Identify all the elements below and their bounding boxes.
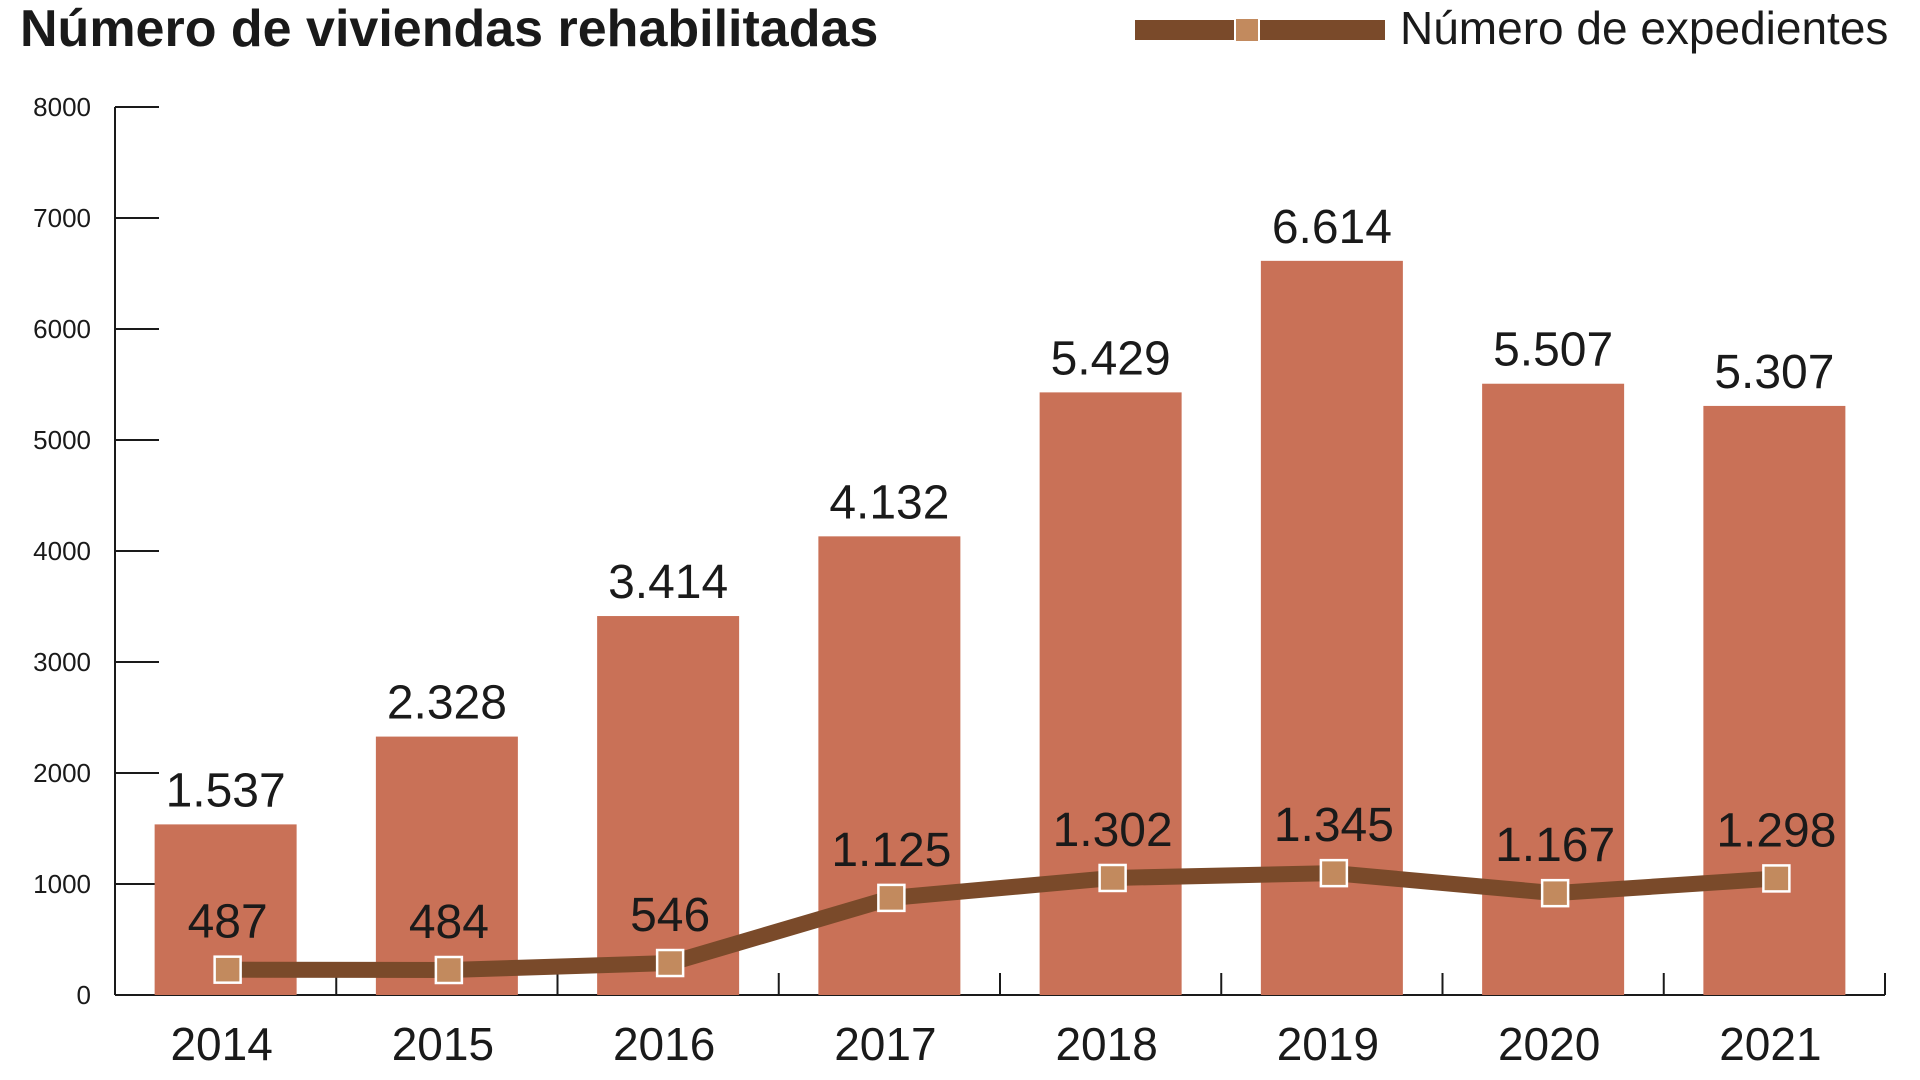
- x-tick-label: 2020: [1498, 1018, 1600, 1070]
- bar-value-label: 5.429: [1051, 332, 1171, 385]
- y-tick-label: 4000: [33, 536, 91, 566]
- x-tick-label: 2021: [1719, 1018, 1821, 1070]
- y-tick-label: 6000: [33, 314, 91, 344]
- line-value-label: 1.167: [1495, 819, 1615, 872]
- bar: [1703, 405, 1846, 996]
- y-tick-label: 1000: [33, 869, 91, 899]
- bar-value-label: 5.507: [1493, 324, 1613, 377]
- bar: [375, 736, 518, 995]
- legend: Número de expedientes: [1135, 2, 1888, 54]
- line-path: [227, 865, 1777, 978]
- line-marker: [655, 948, 685, 978]
- line-value-label: 1.298: [1716, 804, 1836, 857]
- y-tick-label: 7000: [33, 203, 91, 233]
- bar: [818, 536, 961, 995]
- y-tick-label: 8000: [33, 92, 91, 122]
- x-tick-label: 2015: [392, 1018, 494, 1070]
- line-value-label: 546: [630, 889, 710, 942]
- line-marker: [1319, 858, 1349, 888]
- axes: 8000 7000 6000 5000 4000 3000 2000 1000 0 2014 201…: [33, 92, 1886, 1070]
- data-labels: 1.537 2.328 3.414 4.132 5.429 6.614 5.507 5.307…: [166, 201, 1837, 949]
- bar-value-label: 3.414: [608, 556, 728, 609]
- y-tick-label: 2000: [33, 758, 91, 788]
- x-tick-label: 2017: [834, 1018, 936, 1070]
- bar-value-label: 4.132: [829, 476, 949, 529]
- line-series: [213, 858, 1791, 985]
- x-tick-label: 2016: [613, 1018, 715, 1070]
- line-value-label: 484: [409, 896, 489, 949]
- y-tick-label: 5000: [33, 425, 91, 455]
- line-marker: [1098, 863, 1127, 893]
- line-value-label: 487: [188, 896, 268, 949]
- x-tick-label: 2014: [170, 1018, 272, 1070]
- bar: [1039, 392, 1182, 996]
- line-value-label: 1.302: [1053, 804, 1173, 857]
- chart-title: Número de viviendas rehabilitadas: [20, 0, 878, 58]
- bar-value-label: 1.537: [166, 764, 286, 817]
- legend-marker-swatch: [1234, 17, 1260, 43]
- line-marker: [1762, 864, 1791, 893]
- line-marker: [213, 955, 242, 984]
- line-value-label: 1.125: [831, 824, 951, 877]
- line-marker: [1540, 878, 1570, 908]
- line-marker: [877, 883, 906, 913]
- bar-value-label: 6.614: [1272, 201, 1392, 254]
- x-tick-label: 2018: [1055, 1018, 1157, 1070]
- legend-label: Número de expedientes: [1400, 2, 1888, 54]
- bar-value-label: 2.328: [387, 677, 507, 730]
- y-tick-label: 0: [77, 980, 91, 1010]
- line-marker: [434, 955, 464, 985]
- bar-value-label: 5.307: [1714, 346, 1834, 399]
- line-value-label: 1.345: [1274, 799, 1394, 852]
- y-tick-label: 3000: [33, 647, 91, 677]
- x-tick-label: 2019: [1277, 1018, 1379, 1070]
- bar: [597, 616, 740, 995]
